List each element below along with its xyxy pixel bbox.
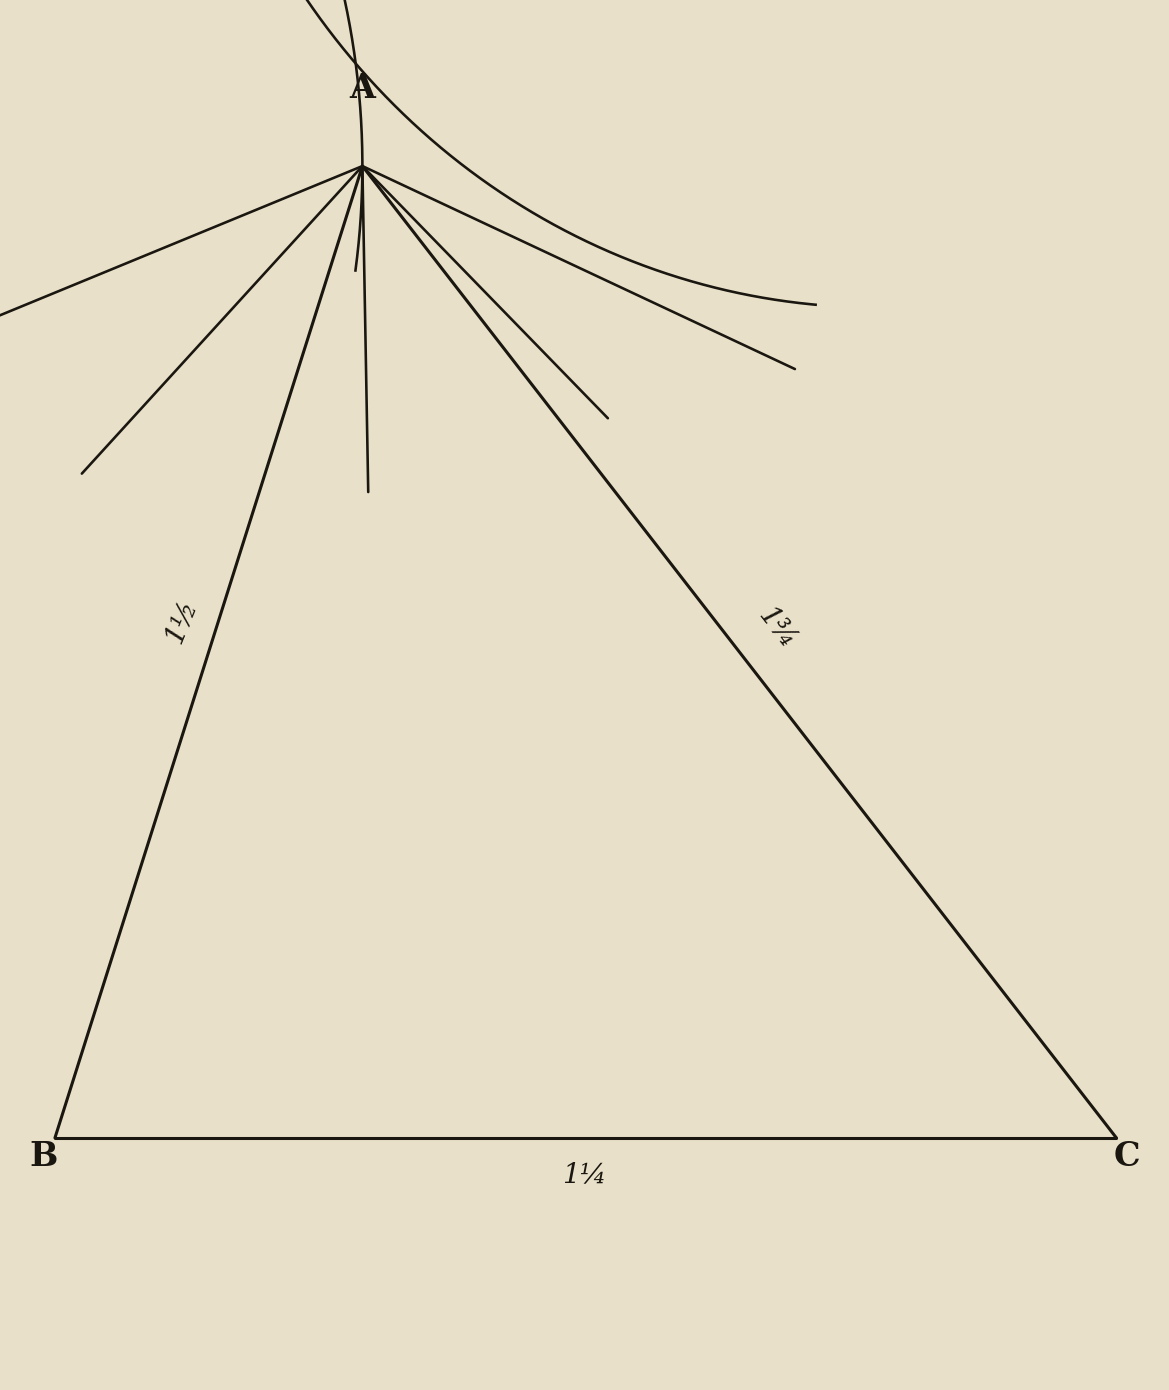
Text: A: A [350, 71, 375, 104]
Text: 1¼: 1¼ [562, 1161, 607, 1188]
Text: C: C [1113, 1140, 1140, 1173]
Text: 1½: 1½ [160, 595, 202, 646]
Text: 1¾: 1¾ [753, 602, 802, 653]
Text: B: B [29, 1140, 57, 1173]
